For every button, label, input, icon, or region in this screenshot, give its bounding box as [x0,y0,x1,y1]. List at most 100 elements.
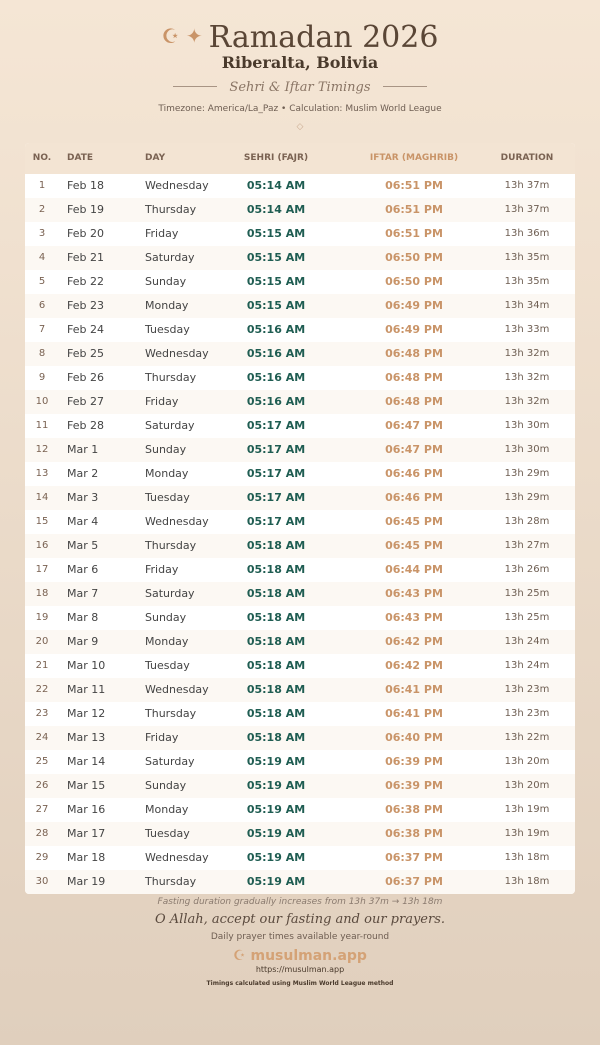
crescent-star-icon: ☪ ✦ [161,24,203,48]
row-sehri: 05:18 AM [246,659,306,672]
row-iftar: 06:40 PM [385,731,443,744]
row-duration: 13h 37m [504,180,550,191]
row-iftar: 06:41 PM [385,707,443,720]
table-row: 21 Mar 10 Tuesday 05:18 AM 06:42 PM 13h 24m [25,654,575,678]
row-iftar: 06:37 PM [385,851,443,864]
row-date: Mar 7 [67,587,99,600]
table-row: 30 Mar 19 Thursday 05:19 AM 06:37 PM 13h 18m [25,870,575,894]
row-no: 30 [35,876,49,887]
row-duration: 13h 25m [504,612,550,623]
table-row: 5 Feb 22 Sunday 05:15 AM 06:50 PM 13h 35m [25,270,575,294]
table-row: 16 Mar 5 Thursday 05:18 AM 06:45 PM 13h 27m [25,534,575,558]
row-date: Mar 17 [67,827,106,840]
table-row: 13 Mar 2 Monday 05:17 AM 06:46 PM 13h 29m [25,462,575,486]
row-day: Thursday [145,707,197,720]
row-iftar: 06:45 PM [385,515,443,528]
row-day: Wednesday [145,179,209,192]
row-iftar: 06:42 PM [385,659,443,672]
row-iftar: 06:48 PM [385,371,443,384]
row-duration: 13h 36m [504,228,550,239]
row-iftar: 06:43 PM [385,611,443,624]
row-date: Feb 19 [67,203,104,216]
row-no: 20 [35,636,49,647]
tagline: Daily prayer times available year-round [210,932,390,942]
row-date: Mar 13 [67,731,106,744]
row-day: Tuesday [145,659,190,672]
row-date: Mar 9 [67,635,99,648]
row-day: Wednesday [145,515,209,528]
row-duration: 13h 32m [504,348,550,359]
row-duration: 13h 20m [504,780,550,791]
row-no: 21 [35,660,49,671]
row-duration: 13h 20m [504,756,550,767]
row-no: 16 [35,540,49,551]
row-duration: 13h 22m [504,732,550,743]
row-day: Tuesday [145,323,190,336]
row-iftar: 06:46 PM [385,491,443,504]
row-date: Feb 27 [67,395,104,408]
row-duration: 13h 32m [504,396,550,407]
row-no: 27 [35,804,49,815]
row-duration: 13h 28m [504,516,550,527]
table-row: 8 Feb 25 Wednesday 05:16 AM 06:48 PM 13h 32m [25,342,575,366]
row-day: Saturday [145,755,195,768]
method-note: Timings calculated using Muslim World Le… [206,980,394,987]
diamond-icon: ◇ [296,122,304,132]
row-duration: 13h 18m [504,852,550,863]
url-link[interactable]: https://musulman.app [255,965,345,974]
row-sehri: 05:18 AM [246,683,306,696]
dua: O Allah, accept our fasting and our pray… [154,912,446,927]
row-no: 2 [38,204,46,215]
row-day: Sunday [145,611,187,624]
page-title: ☪ ✦ Ramadan 2026 [0,22,600,54]
row-no: 18 [35,588,49,599]
row-date: Feb 24 [67,323,104,336]
row-iftar: 06:47 PM [385,419,443,432]
location: Riberalta, Bolivia [221,53,379,72]
row-sehri: 05:19 AM [246,875,306,888]
table-row: 15 Mar 4 Wednesday 05:17 AM 06:45 PM 13h 28m [25,510,575,534]
row-day: Saturday [145,419,195,432]
row-day: Thursday [145,371,197,384]
row-duration: 13h 37m [504,204,550,215]
row-no: 11 [35,420,49,431]
row-iftar: 06:50 PM [385,251,443,264]
table-row: 26 Mar 15 Sunday 05:19 AM 06:39 PM 13h 20m [25,774,575,798]
row-iftar: 06:48 PM [385,347,443,360]
table-header: NO. DATE DAY SEHRI (FAJR) IFTAR (MAGHRIB… [25,143,575,174]
row-no: 3 [38,228,46,239]
row-sehri: 05:17 AM [246,491,306,504]
divider [173,86,218,87]
row-date: Mar 15 [67,779,106,792]
row-no: 5 [38,276,46,287]
row-sehri: 05:17 AM [246,419,306,432]
row-no: 1 [38,180,46,191]
row-duration: 13h 29m [504,468,550,479]
row-day: Monday [145,635,189,648]
row-date: Mar 1 [67,443,99,456]
row-date: Mar 18 [67,851,106,864]
row-no: 6 [38,300,46,311]
row-duration: 13h 23m [504,708,550,719]
row-sehri: 05:18 AM [246,635,306,648]
row-sehri: 05:18 AM [246,587,306,600]
row-no: 19 [35,612,49,623]
row-date: Mar 10 [67,659,106,672]
row-sehri: 05:18 AM [246,539,306,552]
row-iftar: 06:39 PM [385,779,443,792]
row-day: Wednesday [145,683,209,696]
row-sehri: 05:19 AM [246,803,306,816]
row-duration: 13h 32m [504,372,550,383]
row-iftar: 06:51 PM [385,179,443,192]
brand[interactable]: ☪ musulman.app [0,947,600,965]
row-iftar: 06:43 PM [385,587,443,600]
row-day: Friday [145,731,179,744]
subtitle-text: Sehri & Iftar Timings [229,80,371,95]
row-day: Thursday [145,539,197,552]
row-date: Feb 26 [67,371,104,384]
row-date: Mar 3 [67,491,99,504]
row-no: 14 [35,492,49,503]
row-iftar: 06:46 PM [385,467,443,480]
row-sehri: 05:15 AM [246,227,306,240]
row-day: Sunday [145,275,187,288]
